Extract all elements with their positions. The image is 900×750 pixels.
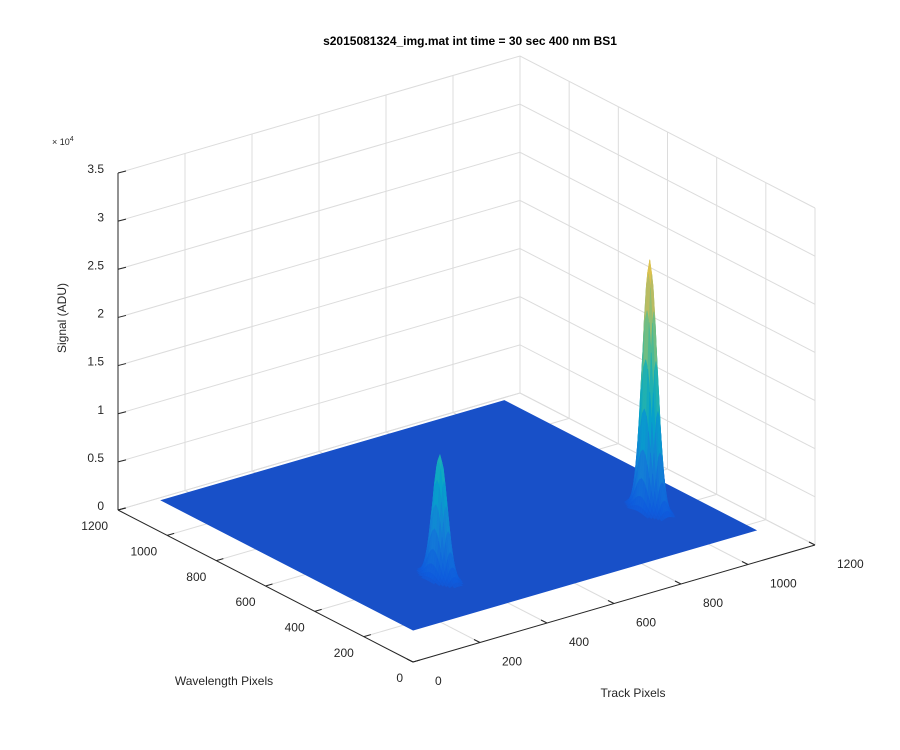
x-tick bbox=[473, 639, 481, 643]
y-tick bbox=[363, 634, 371, 638]
y-tick bbox=[117, 507, 126, 511]
x-tick bbox=[406, 658, 414, 663]
z-tick-label: 2 bbox=[97, 307, 104, 321]
grid-line bbox=[117, 151, 816, 305]
y-tick bbox=[314, 608, 322, 612]
surface-peak bbox=[659, 516, 664, 522]
y-tick-label: 600 bbox=[235, 595, 255, 609]
grid-line bbox=[117, 248, 816, 402]
y-tick-label: 1200 bbox=[81, 519, 108, 533]
grid-line bbox=[117, 296, 816, 450]
z-tick-label: 1.5 bbox=[87, 355, 104, 369]
z-multiplier: × 104 bbox=[52, 136, 74, 148]
y-tick bbox=[412, 659, 421, 663]
surface-peak bbox=[436, 581, 442, 587]
grid-line bbox=[117, 344, 816, 498]
y-tick-label: 200 bbox=[334, 646, 354, 660]
x-tick bbox=[808, 541, 816, 546]
x-tick bbox=[674, 580, 682, 585]
surface-peak bbox=[652, 513, 657, 520]
grid-line bbox=[117, 55, 816, 209]
z-tick bbox=[117, 218, 127, 222]
z-tick-label: 3.5 bbox=[87, 162, 104, 176]
y-tick bbox=[216, 558, 224, 562]
surface-peak bbox=[648, 513, 654, 520]
z-tick-label: 0.5 bbox=[87, 451, 104, 465]
z-tick-label: 0 bbox=[97, 499, 104, 513]
y-tick-label: 1000 bbox=[130, 545, 157, 559]
z-tick-label: 1 bbox=[97, 403, 104, 417]
x-tick-label: 1000 bbox=[770, 577, 797, 591]
x-tick-label: 1200 bbox=[837, 557, 864, 571]
x-tick-label: 800 bbox=[703, 596, 723, 610]
x-tick-label: 0 bbox=[435, 674, 442, 688]
z-tick bbox=[117, 363, 127, 367]
surface-plane bbox=[160, 400, 758, 631]
x-tick-label: 200 bbox=[502, 655, 522, 669]
grid-line bbox=[117, 199, 816, 353]
surface-peak bbox=[443, 581, 448, 588]
y-tick-label: 0 bbox=[396, 671, 403, 685]
x-tick bbox=[741, 561, 749, 565]
y-tick-label: 800 bbox=[186, 570, 206, 584]
z-tick-label: 2.5 bbox=[87, 258, 104, 272]
z-tick-label: 3 bbox=[97, 210, 104, 224]
z-tick bbox=[117, 170, 127, 174]
x-axis-label: Track Pixels bbox=[601, 686, 666, 700]
y-axis-label: Wavelength Pixels bbox=[175, 674, 273, 688]
z-axis-label: Signal (ADU) bbox=[55, 283, 69, 353]
surface-peak bbox=[447, 583, 452, 589]
surface-peak bbox=[431, 580, 436, 585]
surface-peak bbox=[440, 581, 445, 587]
x-tick bbox=[540, 619, 548, 624]
z-multiplier-base: × 10 bbox=[52, 137, 70, 147]
z-tick bbox=[117, 411, 127, 415]
z-multiplier-exponent: 4 bbox=[70, 136, 74, 143]
y-tick-label: 400 bbox=[285, 621, 305, 635]
grid-line bbox=[117, 392, 816, 546]
y-tick bbox=[167, 532, 175, 536]
x-tick-label: 400 bbox=[569, 635, 589, 649]
surface-peak bbox=[645, 514, 650, 519]
grid-line bbox=[117, 103, 816, 257]
y-tick bbox=[265, 583, 273, 587]
surface-peak bbox=[451, 584, 457, 589]
chart-title: s2015081324_img.mat int time = 30 sec 40… bbox=[323, 34, 617, 48]
z-tick bbox=[117, 266, 127, 270]
z-tick bbox=[117, 314, 127, 318]
surface-peak bbox=[655, 514, 660, 521]
x-tick-label: 600 bbox=[636, 616, 656, 630]
x-tick bbox=[607, 600, 615, 604]
z-tick bbox=[117, 459, 127, 463]
